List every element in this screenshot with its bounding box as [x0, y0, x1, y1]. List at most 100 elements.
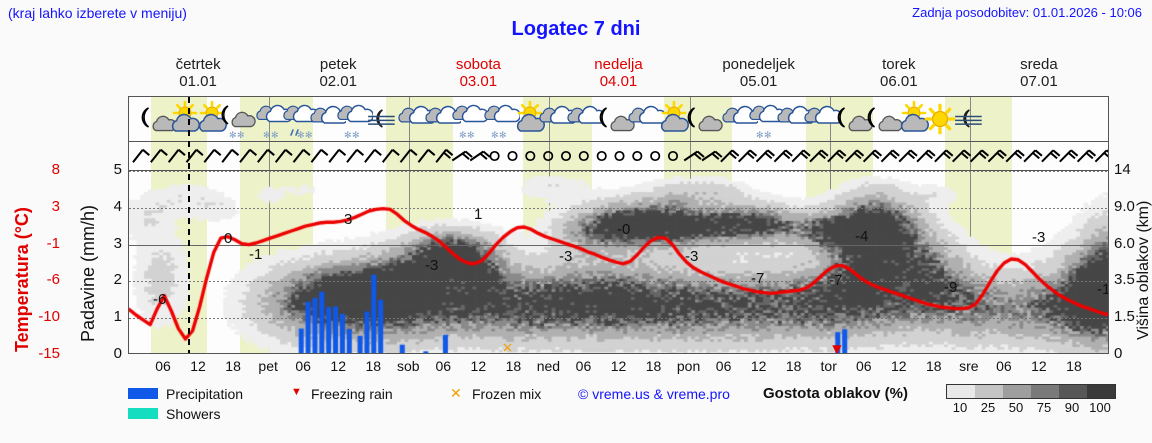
- weather-icon-cloud: [800, 99, 843, 139]
- precipitation-axis-title: Padavine (mm/h): [78, 204, 98, 342]
- freezing-rain-icon: ▼: [291, 386, 302, 398]
- density-scale-label-10: 10: [952, 400, 968, 415]
- x-tick-22: 18: [926, 358, 942, 374]
- weather-icon-moon-cloud-snow: ✻ ✻: [217, 99, 257, 141]
- day-date: 02.01: [319, 73, 357, 90]
- weather-icon-fog-moon: [951, 99, 991, 139]
- copyright-link[interactable]: © vreme.us & vreme.pro: [578, 386, 730, 402]
- temp-label-12: -9: [944, 279, 958, 296]
- x-tick-4: 06: [295, 358, 311, 374]
- precipitation-tick-0: 5: [113, 161, 122, 178]
- x-tick-25: 12: [1031, 358, 1047, 374]
- x-tick-24: 06: [996, 358, 1012, 374]
- day-header-3: sobota 03.01: [408, 56, 548, 90]
- day-name: petek: [319, 56, 357, 73]
- day-header-6: torek 06.01: [829, 56, 969, 90]
- temp-label-1: 0: [224, 230, 233, 247]
- cloud-density-legend-title: Gostota oblakov (%): [763, 385, 909, 402]
- marker-frozen_mix: ×: [501, 340, 514, 354]
- x-tick-19: tor: [820, 358, 837, 374]
- x-tick-21: 12: [890, 358, 907, 374]
- weather-icon-sun-cloud: [190, 99, 230, 139]
- cloud-height-tick-3: 3.5: [1114, 271, 1135, 289]
- svg-text:✻: ✻: [756, 131, 764, 139]
- temp-label-0: -6: [153, 291, 167, 308]
- day-name: ponedeljek: [722, 56, 795, 73]
- x-tick-16: 06: [715, 358, 732, 374]
- svg-text:✻: ✻: [305, 131, 313, 139]
- day-header-4: nedelja 04.01: [548, 56, 688, 90]
- weather-icon-cloud-rain: ✻ ✻: [279, 99, 321, 141]
- svg-text:✻: ✻: [459, 131, 467, 139]
- temp-label-5: 1: [474, 206, 483, 223]
- density-scale-label-25: 25: [980, 400, 996, 415]
- svg-text:✻: ✻: [229, 131, 237, 139]
- day-date: 06.01: [880, 73, 918, 90]
- cloud-height-tick-1: 9.0: [1114, 197, 1135, 215]
- precipitation-legend-label: Precipitation: [166, 386, 244, 402]
- temperature-tick-5: -15: [38, 345, 60, 362]
- day-name: sobota: [455, 56, 501, 73]
- cloud-height-tick-0: 14: [1114, 161, 1131, 178]
- temperature-tick-3: -6: [46, 271, 60, 289]
- temperature-tick-0: 8: [51, 161, 60, 178]
- svg-text:✻: ✻: [352, 131, 360, 139]
- weather-icon-sun-cloud: [892, 99, 932, 139]
- temp-label-14: -10: [1097, 281, 1108, 298]
- density-scale-label-90: 90: [1064, 400, 1080, 415]
- day-name: nedelja: [594, 56, 643, 73]
- page-title: Logatec 7 dni: [511, 18, 641, 40]
- weather-icon-sun-cloud: [508, 99, 548, 139]
- frozen-mix-icon: ✕: [450, 385, 462, 401]
- x-tick-2: 18: [225, 358, 241, 374]
- weather-icon-row: ✻ ✻ ✻ ✻ ✻ ✻ ✻ ✻ ✻ ✻ ✻ ✻: [129, 97, 1108, 141]
- weather-icon-cloud-snow: ✻ ✻: [448, 99, 489, 141]
- cloud-height-tick-5: 0: [1114, 345, 1123, 362]
- density-scale-label-75: 75: [1036, 400, 1052, 415]
- x-tick-23: sre: [959, 358, 979, 374]
- temp-label-10: -7: [829, 272, 843, 289]
- precipitation-tick-2: 3: [113, 234, 122, 252]
- svg-text:✻: ✻: [491, 131, 499, 139]
- x-tick-18: 18: [785, 358, 802, 374]
- day-header-1: četrtek 01.01: [128, 56, 268, 90]
- meteogram-plot[interactable]: ✻ ✻ ✻ ✻ ✻ ✻ ✻ ✻ ✻ ✻ ✻ ✻: [128, 96, 1109, 354]
- x-tick-26: 18: [1066, 358, 1082, 374]
- temp-label-2: -1: [249, 246, 263, 263]
- x-tick-0: 06: [155, 358, 171, 374]
- x-tick-13: 12: [610, 358, 627, 374]
- x-tick-14: 18: [645, 358, 662, 374]
- x-tick-5: 12: [330, 358, 346, 374]
- chart-plot-area: -6 0 -1 3 -3 1 -3 -0 -3 -7 -7 -4 -9 -3 -10 × ▼: [129, 171, 1108, 354]
- x-tick-6: 18: [365, 358, 382, 374]
- temp-label-3: 3: [344, 211, 353, 228]
- day-name: sreda: [1020, 56, 1058, 73]
- marker-freezing_rain: ▼: [832, 342, 842, 354]
- day-header-7: sreda 07.01: [969, 56, 1109, 90]
- temp-label-13: -3: [1032, 229, 1046, 246]
- x-tick-17: 12: [750, 358, 767, 374]
- temp-label-8: -3: [685, 248, 699, 265]
- cloud-height-tick-4: 1.5: [1114, 308, 1135, 326]
- svg-text:✻: ✻: [297, 131, 305, 139]
- precipitation-legend-swatch: [128, 388, 158, 399]
- day-date: 07.01: [1020, 73, 1058, 90]
- weather-icon-cloud-snow: ✻ ✻: [333, 99, 375, 141]
- temperature-tick-1: 3: [51, 197, 60, 215]
- weather-icon-moon-cloud: [595, 99, 635, 139]
- x-tick-11: ned: [536, 358, 561, 374]
- day-header-2: petek 02.01: [268, 56, 408, 90]
- svg-text:✻: ✻: [263, 131, 271, 139]
- weather-icon-fog-moon: [364, 99, 404, 139]
- cloud-height-tick-2: 6.0: [1114, 234, 1135, 252]
- precipitation-tick-5: 0: [113, 345, 122, 362]
- x-tick-12: 06: [575, 358, 592, 374]
- precipitation-tick-4: 1: [113, 308, 122, 326]
- day-date: 04.01: [599, 73, 638, 90]
- location-menu-note[interactable]: (kraj lahko izberete v meniju): [8, 5, 187, 21]
- x-tick-9: 12: [470, 358, 487, 374]
- x-tick-10: 18: [505, 358, 522, 374]
- showers-legend-swatch: [128, 408, 158, 419]
- weather-icon-cloud-snow: ✻ ✻: [252, 99, 293, 141]
